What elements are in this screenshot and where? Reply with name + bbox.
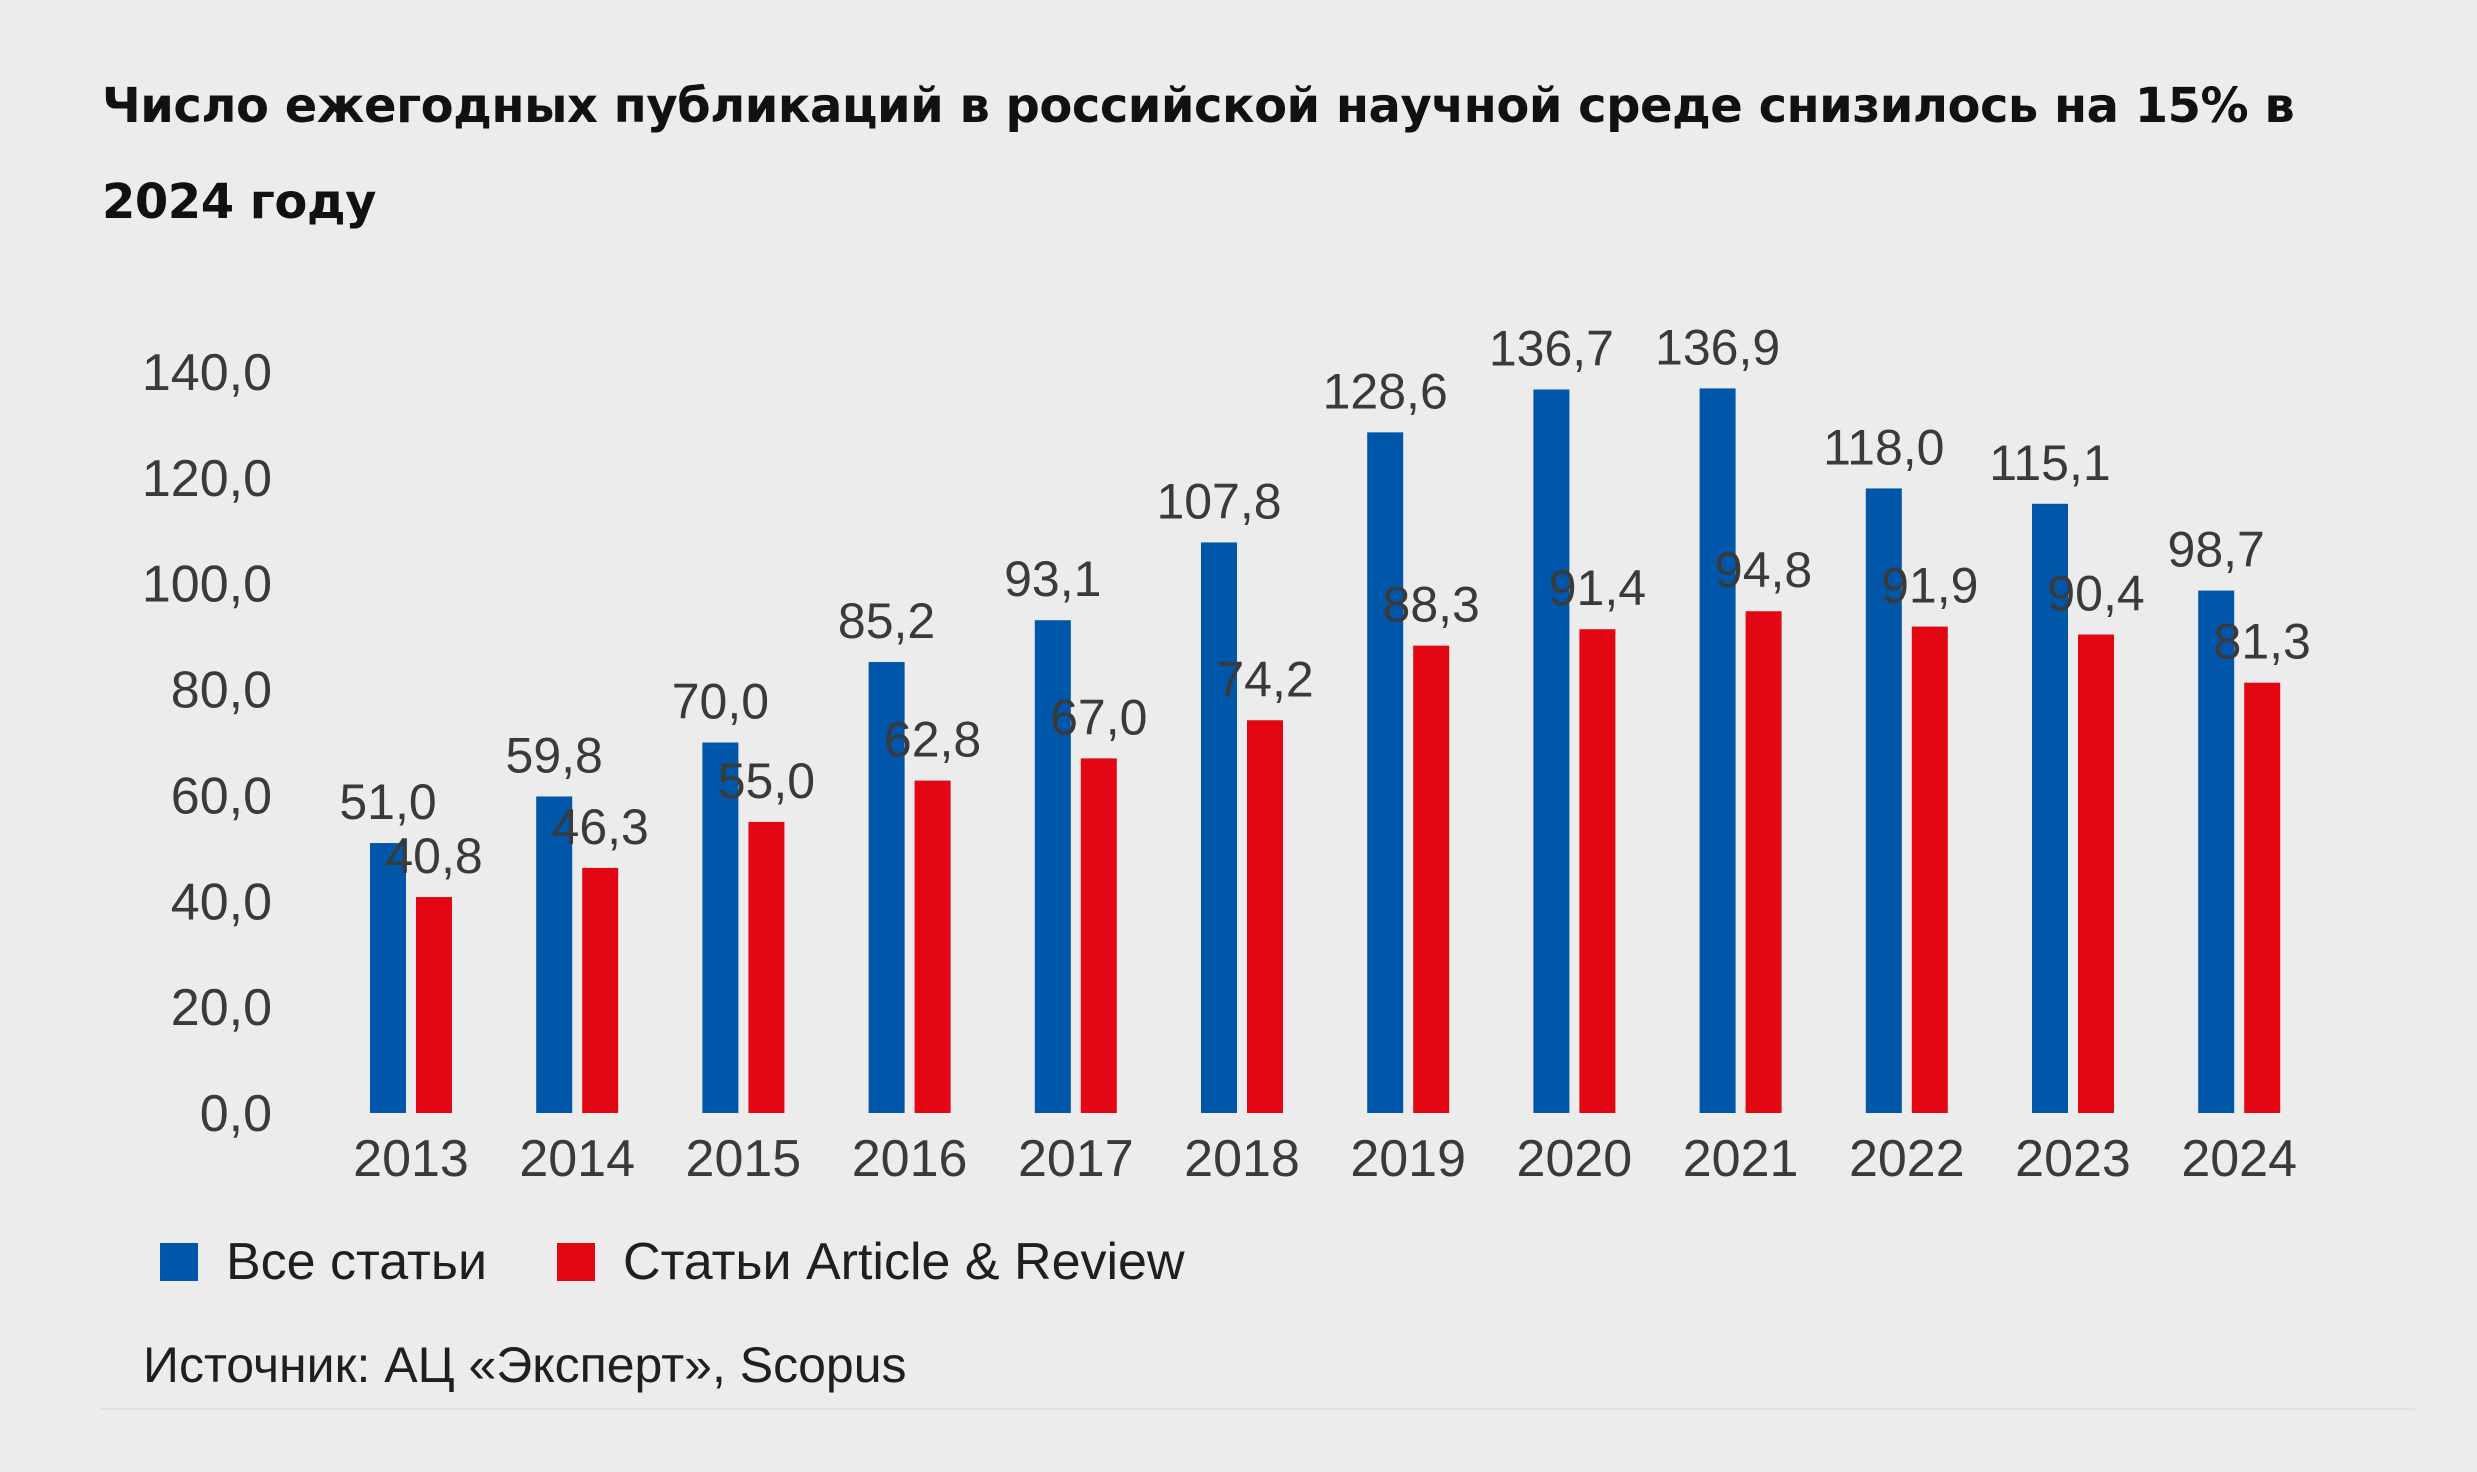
bar-article-review (1911, 626, 1948, 1113)
data-label-article-review: 90,4 (2047, 566, 2144, 622)
x-tick-label: 2024 (2181, 1130, 2297, 1188)
data-label-article-review: 55,0 (718, 753, 815, 809)
y-tick-label: 0,0 (200, 1085, 272, 1143)
data-label-all-articles: 128,6 (1323, 363, 1448, 419)
x-tick-label: 2022 (1849, 1130, 1965, 1188)
source-note: Источник: АЦ «Эксперт», Scopus (143, 1337, 907, 1393)
data-label-all-articles: 118,0 (1823, 419, 1944, 475)
x-tick-label: 2014 (519, 1130, 635, 1188)
data-label-article-review: 88,3 (1383, 577, 1480, 633)
bar-all-articles (370, 843, 406, 1113)
data-label-article-review: 81,3 (2214, 614, 2311, 670)
data-label-article-review: 94,8 (1715, 542, 1812, 598)
data-label-all-articles: 136,9 (1655, 319, 1780, 375)
data-label-all-articles: 59,8 (506, 727, 603, 783)
bar-all-articles (1533, 389, 1570, 1113)
x-tick-label: 2018 (1184, 1130, 1300, 1188)
bar-article-review (2244, 682, 2281, 1113)
y-tick-label: 60,0 (171, 767, 272, 825)
bar-all-articles (1201, 542, 1237, 1113)
legend-swatch-all-articles (160, 1243, 198, 1281)
y-tick-label: 40,0 (171, 873, 272, 931)
bar-article-review (1745, 611, 1782, 1113)
bar-all-articles (1367, 432, 1404, 1113)
x-tick-label: 2016 (852, 1130, 968, 1188)
x-tick-label: 2021 (1683, 1130, 1799, 1188)
legend-swatch-article-review (557, 1243, 596, 1281)
legend-item-article-review: Статьи Article & Review (557, 1232, 1185, 1292)
data-label-all-articles: 85,2 (838, 593, 935, 649)
bar-article-review (582, 867, 619, 1113)
chart-title: Число ежегодных публикаций в российской … (102, 78, 2295, 230)
data-label-all-articles: 136,7 (1489, 320, 1614, 376)
bar-all-articles (2198, 590, 2235, 1113)
bar-all-articles (1699, 388, 1736, 1114)
bar-all-articles (536, 796, 573, 1113)
bar-all-articles (868, 662, 905, 1113)
x-tick-label: 2019 (1350, 1130, 1466, 1188)
x-tick-label: 2023 (2015, 1130, 2131, 1188)
bar-article-review (914, 780, 951, 1113)
data-label-all-articles: 98,7 (2168, 522, 2265, 578)
y-tick-label: 80,0 (171, 662, 272, 720)
y-tick-label: 100,0 (142, 556, 272, 614)
bar-article-review (2078, 634, 2114, 1113)
bar-all-articles (1034, 620, 1071, 1113)
y-tick-label: 140,0 (142, 344, 272, 402)
bar-article-review (416, 897, 452, 1113)
legend-item-all-articles: Все статьи (160, 1232, 487, 1292)
data-label-article-review: 91,9 (1881, 558, 1978, 614)
data-label-article-review: 91,4 (1549, 560, 1646, 616)
data-label-all-articles: 115,1 (1989, 435, 2110, 491)
bar-article-review (1579, 629, 1616, 1113)
x-tick-label: 2013 (353, 1130, 469, 1188)
x-tick-label: 2017 (1018, 1130, 1134, 1188)
x-tick-label: 2015 (686, 1130, 802, 1188)
data-label-article-review: 40,8 (385, 828, 482, 884)
legend: Все статьи Статьи Article & Review (160, 1232, 1255, 1292)
y-tick-label: 120,0 (142, 450, 272, 508)
data-label-article-review: 62,8 (884, 712, 981, 768)
bar-all-articles (1865, 488, 1902, 1113)
legend-label-all-articles: Все статьи (226, 1233, 488, 1291)
bar-article-review (1247, 720, 1283, 1113)
bottom-divider (100, 1408, 2415, 1410)
y-tick-label: 20,0 (171, 979, 272, 1037)
bar-article-review (748, 821, 785, 1113)
bar-all-articles (702, 742, 739, 1113)
data-label-all-articles: 70,0 (672, 674, 769, 730)
x-tick-label: 2020 (1517, 1130, 1633, 1188)
bar-all-articles (2032, 503, 2068, 1114)
bar-article-review (1080, 758, 1117, 1113)
data-label-all-articles: 107,8 (1156, 473, 1281, 529)
legend-label-article-review: Статьи Article & Review (623, 1233, 1185, 1291)
data-label-all-articles: 93,1 (1004, 551, 1101, 607)
data-label-article-review: 67,0 (1050, 689, 1147, 745)
data-label-article-review: 74,2 (1216, 651, 1313, 707)
data-label-all-articles: 51,0 (339, 774, 436, 830)
bar-article-review (1413, 645, 1450, 1113)
data-label-article-review: 46,3 (552, 799, 649, 855)
